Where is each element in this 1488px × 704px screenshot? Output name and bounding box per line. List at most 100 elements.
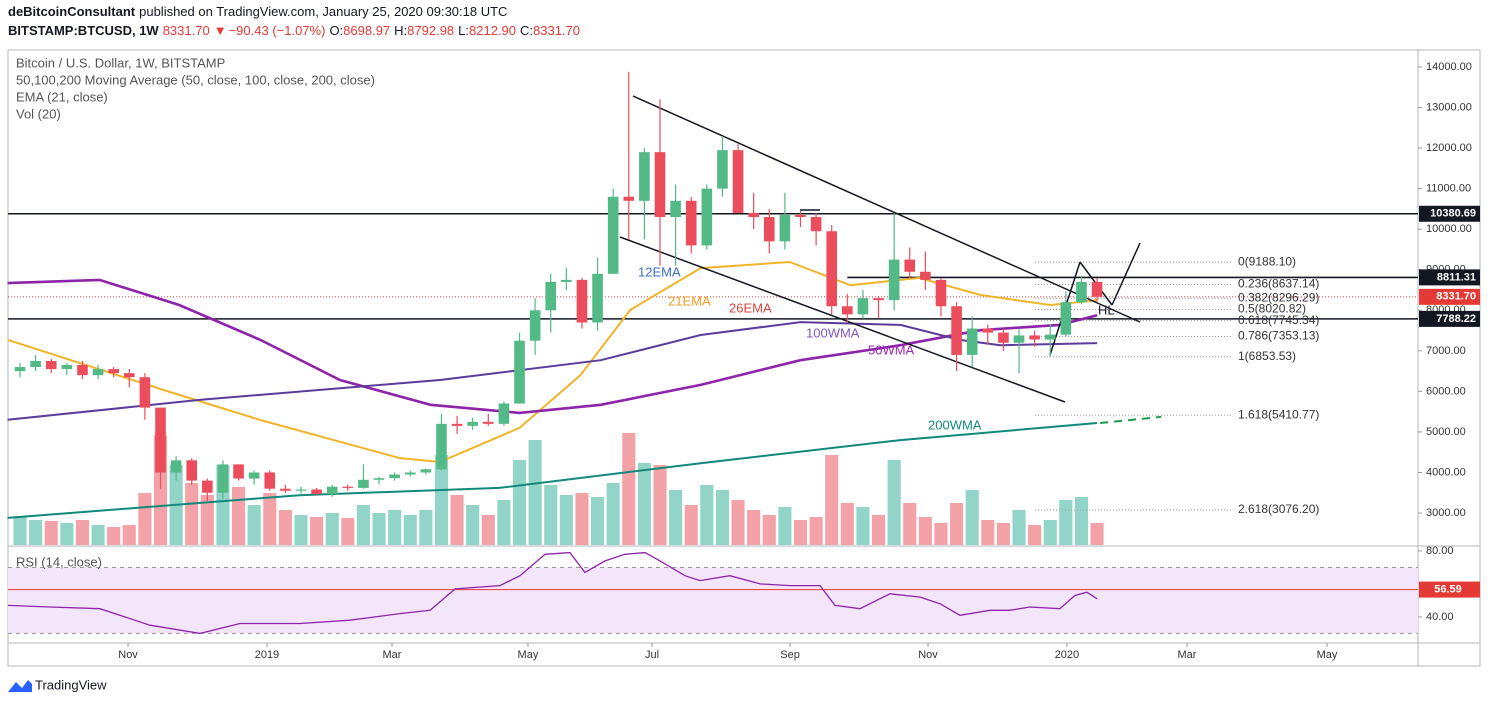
x-tick-label: Nov: [118, 649, 138, 661]
candle-body: [623, 196, 635, 201]
fib-label: 1(6853.53): [1238, 349, 1296, 363]
fib-label: 2.618(3076.20): [1238, 502, 1319, 516]
level-label: 8331.70: [1436, 291, 1476, 303]
rsi-band: [8, 567, 1418, 634]
last: 8331.70: [163, 23, 210, 38]
volume-bar: [731, 500, 745, 545]
candle-body: [561, 279, 572, 282]
volume-bar: [107, 527, 121, 545]
fib-label: 0(9188.10): [1238, 254, 1296, 268]
volume-bar: [403, 515, 417, 545]
volume-bar: [856, 507, 870, 545]
annotation: 100WMA: [806, 325, 860, 340]
header-line-1: deBitcoinConsultant published on TradingV…: [8, 4, 507, 19]
candle-body: [326, 486, 338, 494]
candle-body: [264, 472, 276, 489]
volume-bar: [669, 490, 683, 545]
trendline: [619, 236, 1066, 403]
volume-bar: [325, 513, 339, 545]
level-label: 10380.69: [1430, 208, 1476, 220]
volume-bar: [825, 455, 839, 545]
x-tick-label: Mar: [1178, 649, 1197, 661]
volume-bar: [715, 490, 729, 545]
volume-bar: [450, 495, 464, 545]
candle-body: [857, 298, 869, 315]
volume-bar: [950, 503, 964, 545]
annotation: 12EMA: [638, 264, 681, 279]
volume-bar: [559, 495, 573, 545]
candle-body: [202, 480, 213, 493]
rsi-last-label: 56.59: [1434, 583, 1462, 595]
volume-bar: [44, 521, 58, 545]
candle-body: [717, 150, 728, 189]
volume-bar: [388, 510, 402, 545]
fib-label: 0.382(8296.29): [1238, 290, 1319, 304]
annotation: HL: [1098, 302, 1115, 317]
x-tick-label: 2020: [1055, 649, 1079, 661]
volume-bar: [575, 493, 589, 545]
candle-body: [1091, 281, 1103, 297]
footer-text: TradingView: [35, 677, 107, 692]
candle-body: [311, 489, 322, 494]
volume-bar: [247, 505, 261, 545]
x-tick-label: Nov: [918, 649, 938, 661]
candle-body: [810, 217, 822, 232]
volume-bar: [122, 525, 136, 545]
candle-body: [61, 365, 73, 370]
volume-bar: [434, 455, 449, 545]
volume-bar: [29, 520, 43, 545]
volume-bar: [965, 490, 979, 545]
level-label-box: [1419, 310, 1480, 327]
candle-body: [170, 460, 182, 473]
change: −90.43 (−1.07%): [229, 23, 326, 38]
volume-bar: [840, 503, 854, 545]
candle-body: [685, 200, 697, 246]
arrow: ▼: [214, 23, 227, 38]
y-tick-label: 7000.00: [1426, 345, 1466, 357]
candle-body: [295, 489, 307, 491]
y-tick-label: 80.00: [1426, 545, 1454, 557]
volume-bar: [591, 497, 605, 545]
candle-body: [763, 217, 775, 242]
candle-body: [920, 271, 931, 280]
rsi-line: [7, 551, 1098, 635]
candle-body: [670, 200, 681, 218]
candle-body: [1044, 334, 1056, 340]
volume-bar: [263, 493, 277, 545]
o: 8698.97: [343, 23, 390, 38]
volume-bar: [622, 433, 636, 545]
legend-entry: 50,100,200 Moving Average (50, close, 10…: [16, 72, 375, 87]
volume-bar: [60, 523, 74, 545]
legend-entry: Vol (20): [16, 106, 61, 121]
candle-body: [420, 469, 432, 473]
level-label: 7788.22: [1436, 313, 1476, 325]
legend-entry: Bitcoin / U.S. Dollar, 1W, BITSTAMP: [16, 55, 225, 70]
candle-body: [545, 281, 557, 311]
candle-body: [576, 279, 588, 323]
volume-bar: [91, 525, 105, 545]
candle-body: [186, 460, 198, 481]
x-tick-label: May: [518, 649, 539, 661]
candle-body: [248, 472, 260, 479]
candle-body: [108, 369, 119, 374]
volume-bar: [138, 493, 152, 545]
volume-bar: [294, 515, 308, 545]
volume-bar: [1090, 523, 1104, 545]
volume-bar: [918, 517, 932, 545]
volume-bar: [372, 513, 386, 545]
annotation: 26EMA: [729, 300, 772, 315]
volume-bar: [231, 487, 246, 545]
moving-average: [7, 321, 1098, 421]
candle-body: [639, 152, 650, 201]
candle-body: [1029, 335, 1040, 340]
x-tick-label: Mar: [383, 649, 402, 661]
candle-body: [529, 310, 541, 341]
moving-average: [7, 422, 1098, 519]
y-tick-label: 13000.00: [1426, 101, 1472, 113]
volume-bar: [481, 515, 495, 545]
fib-label: 0.786(7353.13): [1238, 329, 1319, 343]
fib-label: 0.618(7745.34): [1238, 313, 1319, 327]
volume-bar: [466, 505, 480, 545]
footer-logo: TradingView: [8, 677, 107, 692]
annotation: 50WMA: [868, 342, 915, 357]
